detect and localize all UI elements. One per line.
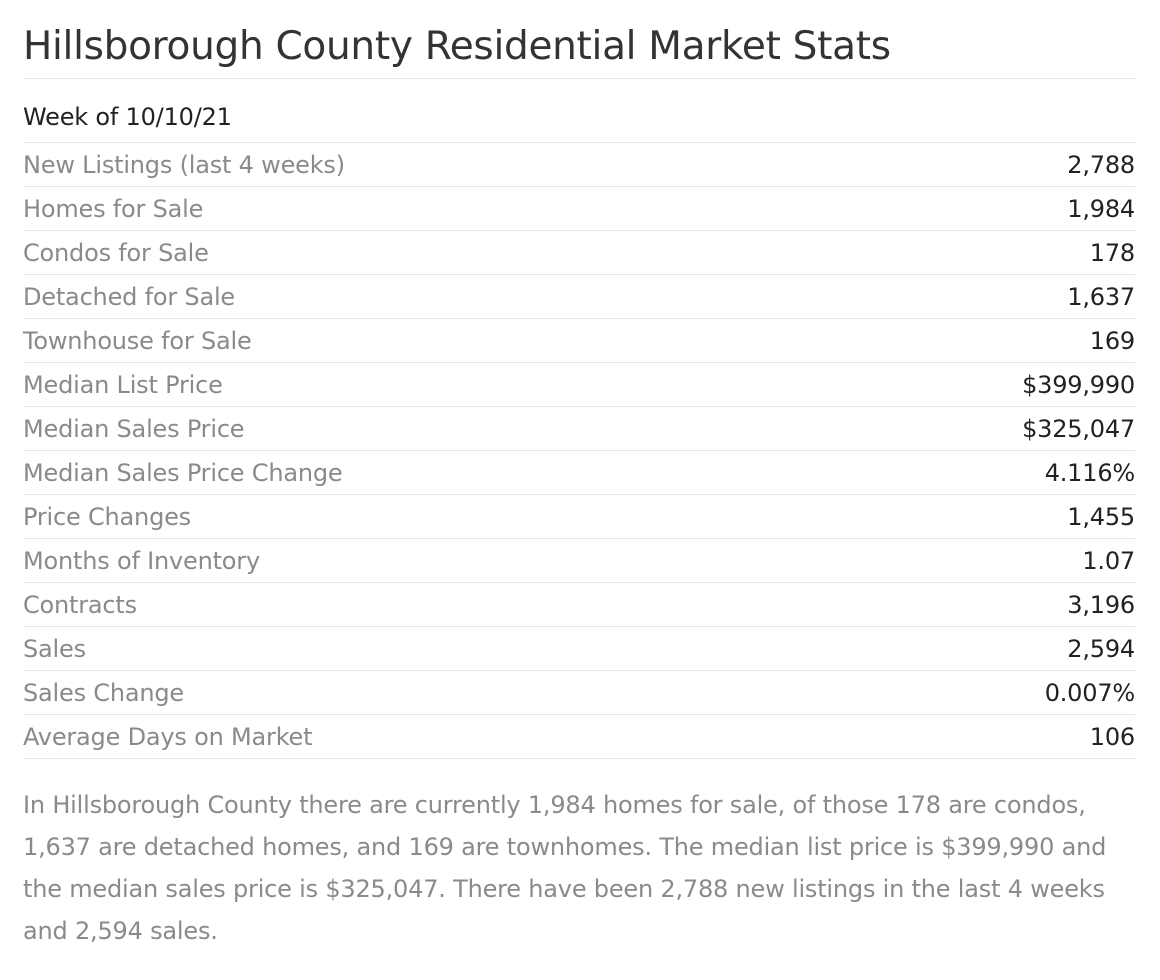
stat-value: 1,637 [1067, 282, 1135, 311]
market-summary-paragraph: In Hillsborough County there are current… [23, 791, 1107, 945]
stat-label: Townhouse for Sale [23, 326, 252, 355]
stat-label: Condos for Sale [23, 238, 209, 267]
stat-value: 1,455 [1067, 502, 1135, 531]
stat-label: Price Changes [23, 502, 191, 531]
stat-label: Median Sales Price [23, 414, 245, 443]
week-label: Week of 10/10/21 [23, 103, 232, 131]
stat-row-months-of-inventory: Months of Inventory 1.07 [23, 539, 1135, 583]
stat-row-contracts: Contracts 3,196 [23, 583, 1135, 627]
stat-value: 178 [1089, 238, 1135, 267]
stat-label: Detached for Sale [23, 282, 236, 311]
stat-value: 1,984 [1067, 194, 1135, 223]
market-stats-section: Hillsborough County Residential Market S… [23, 0, 1135, 952]
stat-value: $325,047 [1022, 414, 1135, 443]
stat-row-median-sales-price-change: Median Sales Price Change 4.116% [23, 451, 1135, 495]
stat-label: Months of Inventory [23, 546, 260, 575]
stat-label: Median Sales Price Change [23, 458, 343, 487]
stat-label: Average Days on Market [23, 722, 313, 751]
stat-row-sales-change: Sales Change 0.007% [23, 671, 1135, 715]
stat-label: Median List Price [23, 370, 223, 399]
stat-value: 3,196 [1067, 590, 1135, 619]
stat-value: 4.116% [1044, 458, 1136, 487]
stat-label: New Listings (last 4 weeks) [23, 150, 345, 179]
stat-row-median-list-price: Median List Price $399,990 [23, 363, 1135, 407]
stat-row-townhouse-for-sale: Townhouse for Sale 169 [23, 319, 1135, 363]
stat-value: 2,788 [1067, 150, 1135, 179]
stat-value: 2,594 [1067, 634, 1135, 663]
stat-label: Sales Change [23, 678, 184, 707]
stat-label: Contracts [23, 590, 137, 619]
stat-row-homes-for-sale: Homes for Sale 1,984 [23, 187, 1135, 231]
stat-value: 169 [1089, 326, 1135, 355]
stat-row-sales: Sales 2,594 [23, 627, 1135, 671]
stat-row-new-listings: New Listings (last 4 weeks) 2,788 [23, 143, 1135, 187]
stat-value: $399,990 [1022, 370, 1135, 399]
stat-value: 106 [1089, 722, 1135, 751]
stat-label: Sales [23, 634, 86, 663]
stat-row-median-sales-price: Median Sales Price $325,047 [23, 407, 1135, 451]
stat-row-detached-for-sale: Detached for Sale 1,637 [23, 275, 1135, 319]
stat-row-condos-for-sale: Condos for Sale 178 [23, 231, 1135, 275]
stat-row-average-days-on-market: Average Days on Market 106 [23, 715, 1135, 759]
stat-value: 0.007% [1044, 678, 1136, 707]
page-title: Hillsborough County Residential Market S… [23, 0, 1135, 79]
stat-value: 1.07 [1082, 546, 1135, 575]
stat-label: Homes for Sale [23, 194, 204, 223]
stat-row-price-changes: Price Changes 1,455 [23, 495, 1135, 539]
stats-table: New Listings (last 4 weeks) 2,788 Homes … [23, 142, 1135, 759]
